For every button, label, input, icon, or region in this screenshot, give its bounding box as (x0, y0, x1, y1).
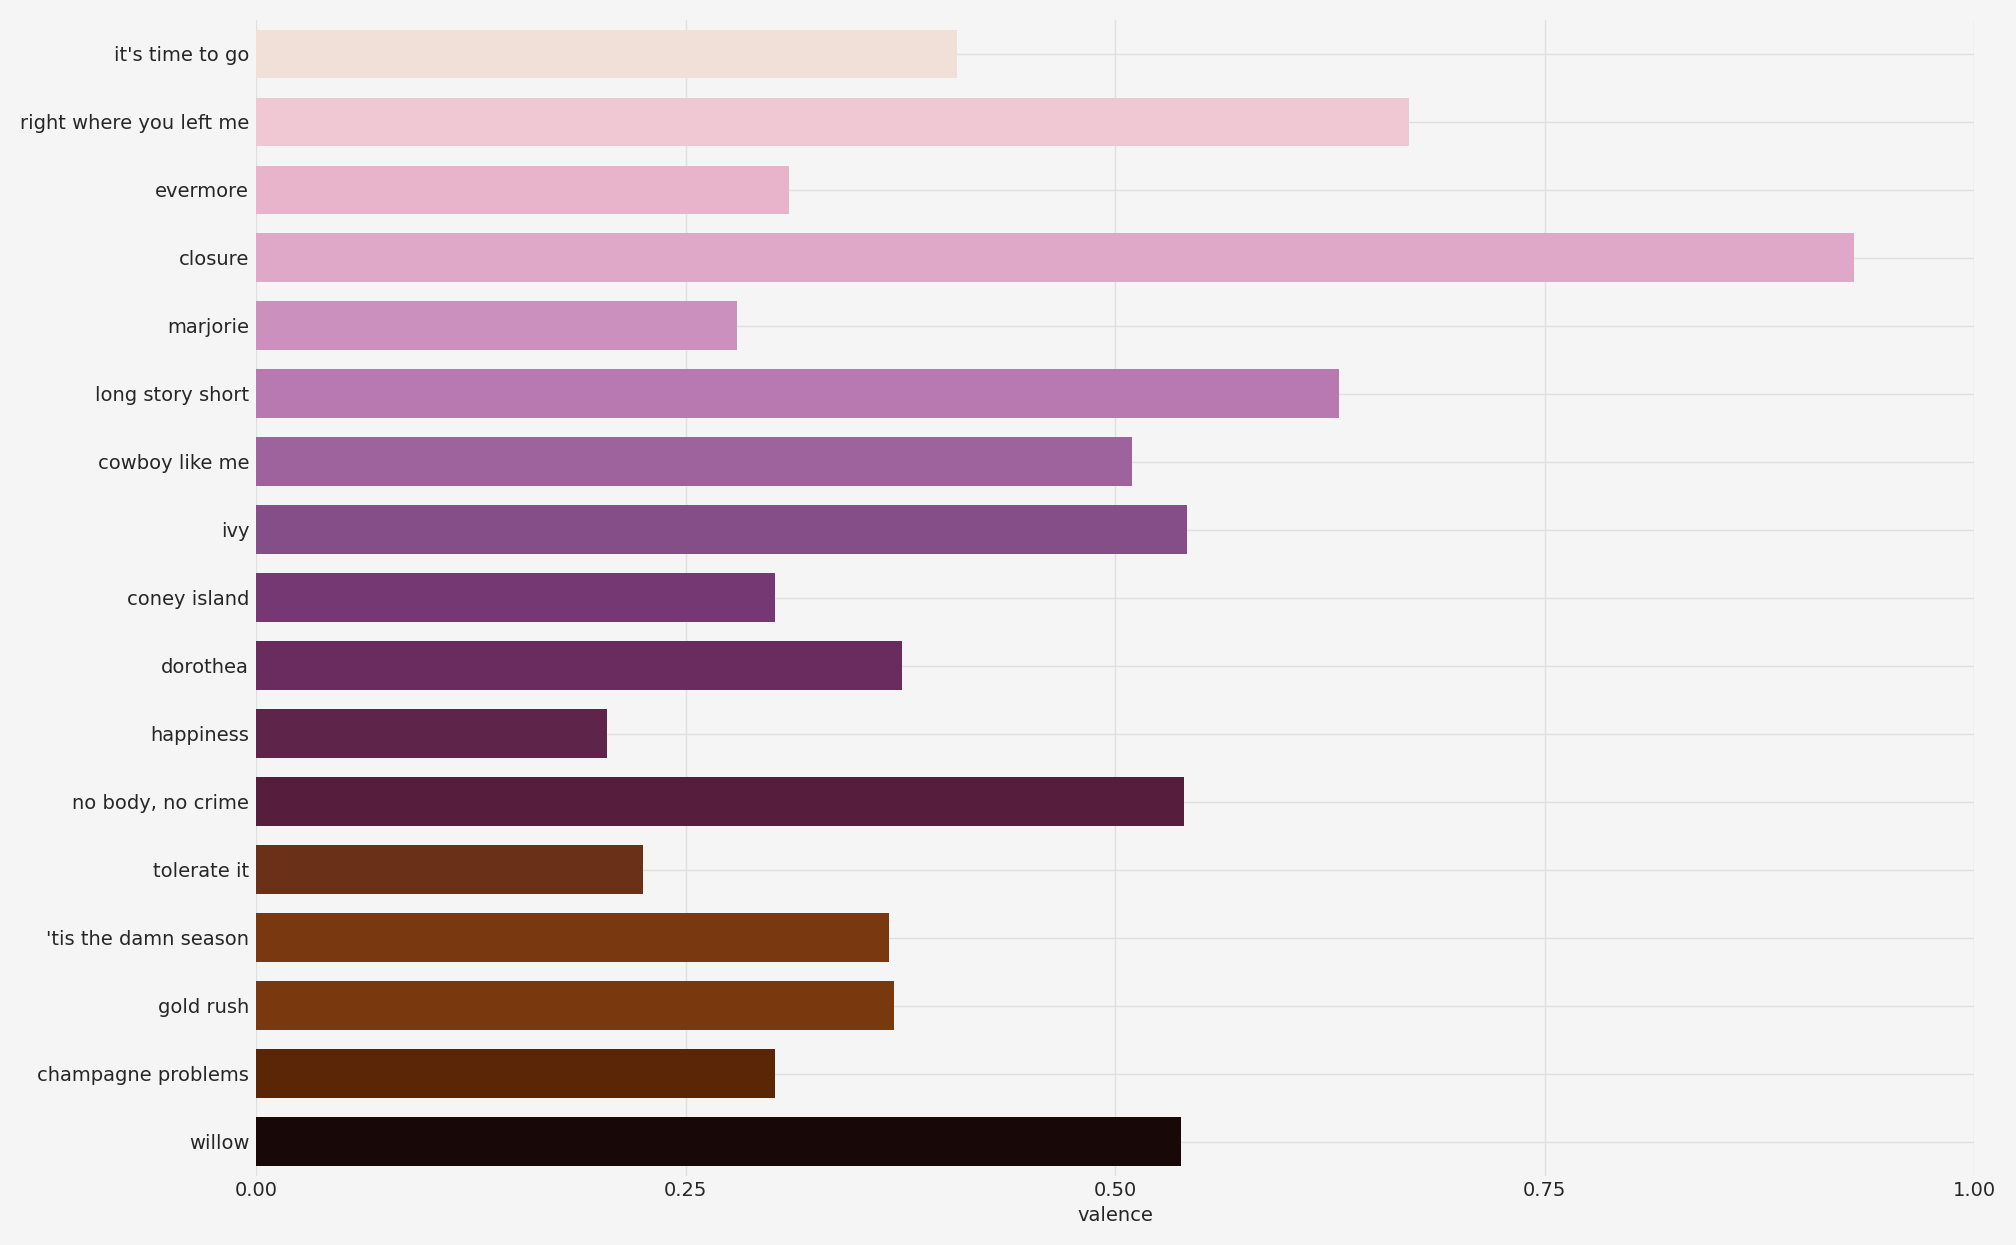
Bar (256, 1118, 1181, 1167)
Bar (256, 370, 1339, 418)
Bar (256, 437, 1133, 487)
Bar (256, 981, 893, 1031)
Bar (256, 641, 903, 691)
Bar (256, 574, 774, 622)
Bar (256, 914, 889, 962)
Bar (256, 505, 1187, 554)
X-axis label: valence: valence (1077, 1206, 1153, 1225)
Bar (256, 97, 1409, 147)
Bar (256, 234, 1855, 283)
Bar (256, 166, 788, 214)
Bar (256, 30, 958, 78)
Bar (256, 777, 1183, 827)
Bar (256, 301, 738, 350)
Bar (256, 1050, 774, 1098)
Bar (256, 845, 643, 894)
Bar (256, 710, 607, 758)
